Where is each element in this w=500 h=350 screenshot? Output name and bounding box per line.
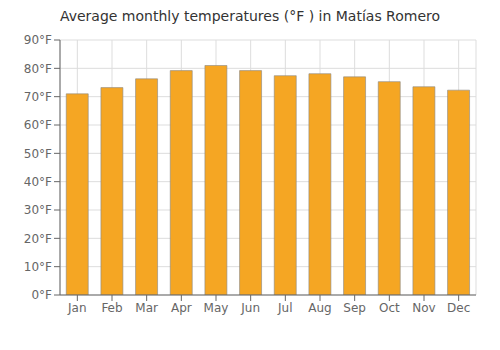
svg-text:Jun: Jun	[240, 301, 260, 315]
svg-text:Oct: Oct	[379, 301, 400, 315]
svg-text:40°F: 40°F	[24, 175, 52, 189]
svg-text:Mar: Mar	[135, 301, 158, 315]
svg-text:Apr: Apr	[171, 301, 192, 315]
svg-text:Nov: Nov	[412, 301, 435, 315]
svg-text:70°F: 70°F	[24, 90, 52, 104]
svg-text:Feb: Feb	[101, 301, 122, 315]
svg-text:60°F: 60°F	[24, 118, 52, 132]
svg-text:Jan: Jan	[67, 301, 87, 315]
svg-text:Sep: Sep	[343, 301, 366, 315]
svg-text:May: May	[204, 301, 229, 315]
svg-text:90°F: 90°F	[24, 33, 52, 47]
svg-text:50°F: 50°F	[24, 147, 52, 161]
svg-text:20°F: 20°F	[24, 232, 52, 246]
svg-text:Aug: Aug	[308, 301, 331, 315]
html-text:Average monthly temperatures (: Average monthly temperatures (°F ) in Ma…	[59, 8, 441, 24]
svg-text:80°F: 80°F	[24, 62, 52, 76]
svg-text:30°F: 30°F	[24, 203, 52, 217]
svg-text:Jul: Jul	[277, 301, 292, 315]
svg-text:0°F: 0°F	[31, 288, 52, 302]
svg-text:Dec: Dec	[447, 301, 470, 315]
svg-text:10°F: 10°F	[24, 260, 52, 274]
